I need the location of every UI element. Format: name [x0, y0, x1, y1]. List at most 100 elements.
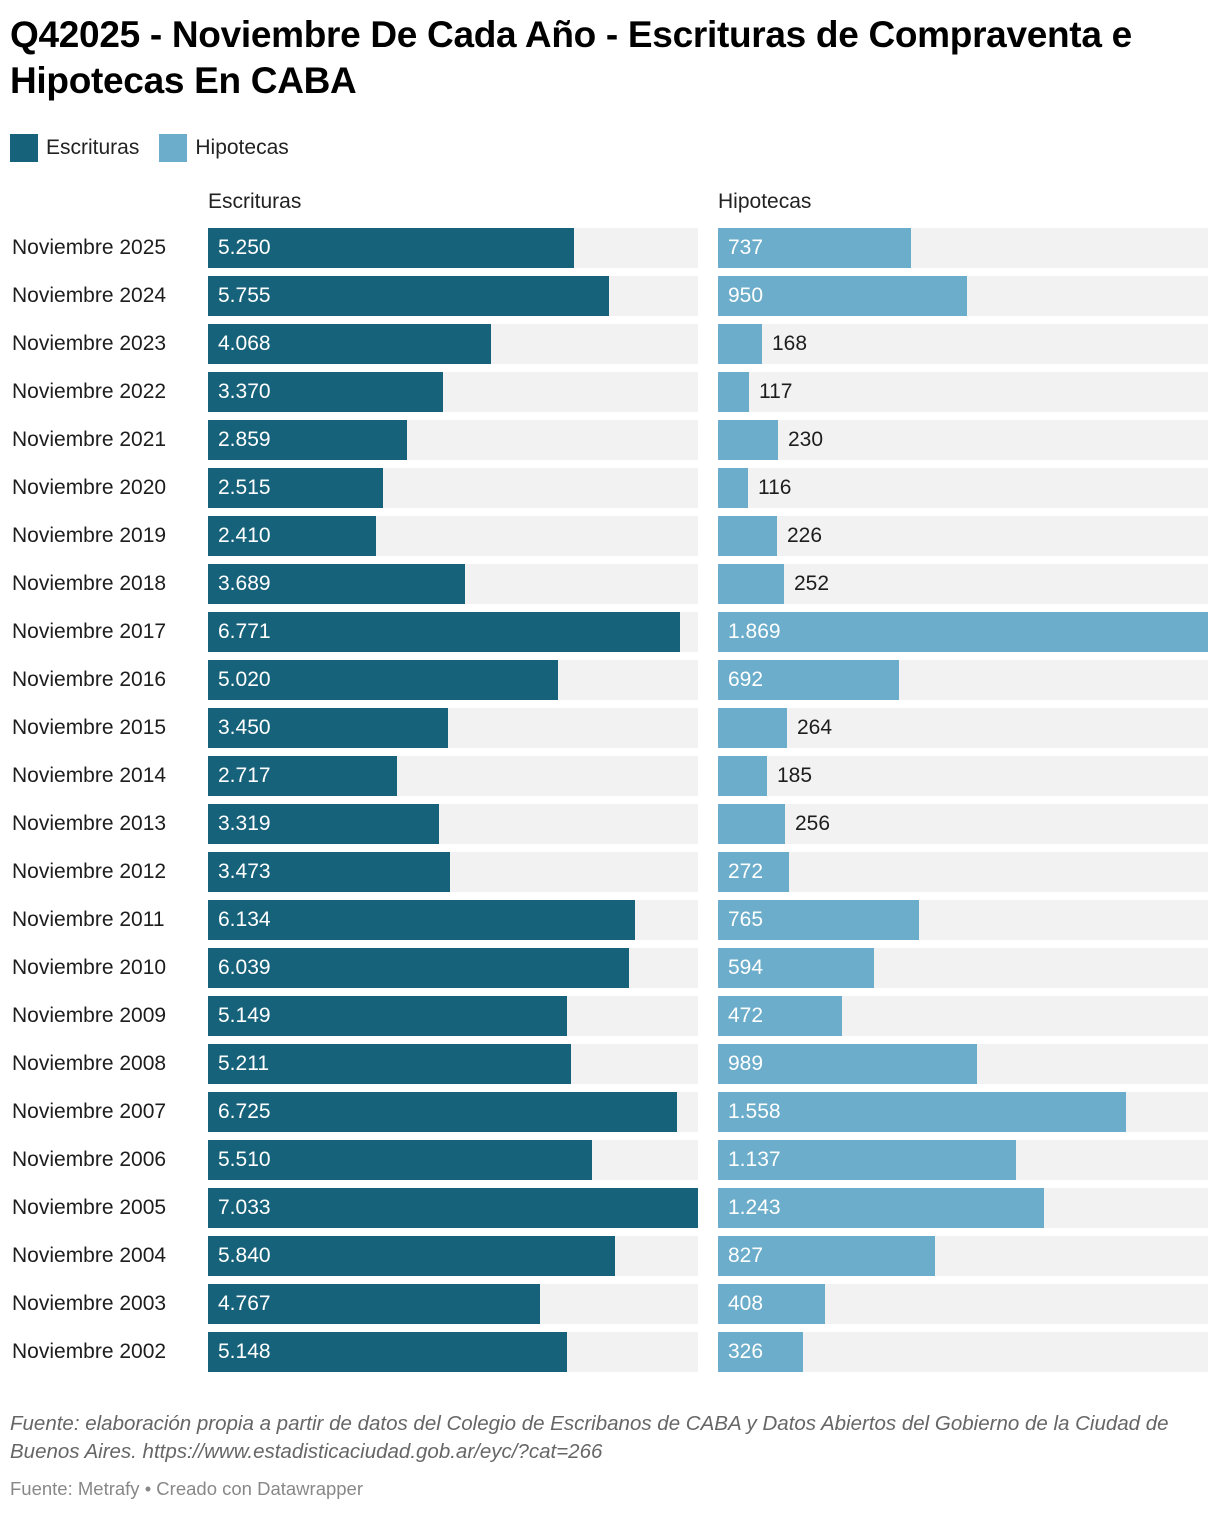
category-label: Noviembre 2019	[12, 524, 167, 547]
category-label: Noviembre 2002	[12, 1340, 167, 1363]
legend: Escrituras Hipotecas	[10, 134, 309, 162]
bar-track-hipotecas: 116	[718, 468, 1208, 508]
bar-escrituras	[208, 756, 397, 796]
bar-track-escrituras: 7.033	[208, 1188, 698, 1228]
data-label-hipotecas: 230	[788, 428, 824, 451]
bar-hipotecas	[718, 612, 1208, 652]
bar-track-hipotecas: 230	[718, 420, 1208, 460]
bar-track-hipotecas: 737	[718, 228, 1208, 268]
bar-escrituras	[208, 1140, 592, 1180]
bar-hipotecas	[718, 516, 777, 556]
bar-hipotecas	[718, 228, 911, 268]
bar-escrituras	[208, 996, 567, 1036]
data-label-hipotecas: 827	[728, 1244, 764, 1267]
data-label-hipotecas: 326	[728, 1340, 764, 1363]
data-label-hipotecas: 272	[728, 860, 764, 883]
bar-escrituras	[208, 804, 439, 844]
data-label-hipotecas: 737	[728, 236, 764, 259]
bar-escrituras	[208, 1284, 540, 1324]
bar-hipotecas	[718, 756, 767, 796]
legend-label-escrituras: Escrituras	[46, 136, 140, 159]
data-label-hipotecas: 117	[759, 380, 793, 403]
data-label-hipotecas: 950	[728, 284, 764, 307]
bar-track-hipotecas: 252	[718, 564, 1208, 604]
bar-track-escrituras: 5.250	[208, 228, 698, 268]
bar-hipotecas	[718, 1044, 977, 1084]
bar-escrituras	[208, 516, 376, 556]
category-label: Noviembre 2016	[12, 668, 167, 691]
bar-track-escrituras: 4.767	[208, 1284, 698, 1324]
category-label: Noviembre 2005	[12, 1196, 167, 1219]
category-label: Noviembre 2021	[12, 428, 167, 451]
bar-escrituras	[208, 852, 450, 892]
bar-hipotecas	[718, 420, 778, 460]
bar-track-hipotecas: 168	[718, 324, 1208, 364]
data-label-escrituras: 2.410	[218, 524, 271, 547]
data-label-hipotecas: 1.243	[728, 1196, 781, 1219]
bar-track-escrituras: 2.410	[208, 516, 698, 556]
bar-track-escrituras: 5.840	[208, 1236, 698, 1276]
category-label: Noviembre 2015	[12, 716, 167, 739]
category-label: Noviembre 2003	[12, 1292, 167, 1315]
bar-hipotecas	[718, 1332, 803, 1372]
bar-track-hipotecas: 1.243	[718, 1188, 1208, 1228]
bar-escrituras	[208, 324, 491, 364]
category-label: Noviembre 2014	[12, 764, 167, 787]
data-label-hipotecas: 472	[728, 1004, 764, 1027]
data-label-hipotecas: 256	[795, 812, 831, 835]
data-label-escrituras: 2.859	[218, 428, 271, 451]
bar-escrituras	[208, 708, 448, 748]
data-label-hipotecas: 594	[728, 956, 764, 979]
bar-hipotecas	[718, 468, 748, 508]
bar-track-hipotecas: 827	[718, 1236, 1208, 1276]
bar-escrituras	[208, 660, 558, 700]
source-notes: Fuente: elaboración propia a partir de d…	[10, 1412, 1169, 1463]
category-label: Noviembre 2008	[12, 1052, 167, 1075]
data-label-escrituras: 3.450	[218, 716, 271, 739]
legend-item-hipotecas: Hipotecas	[159, 134, 289, 162]
bar-escrituras	[208, 1092, 677, 1132]
category-label: Noviembre 2011	[12, 908, 165, 931]
bar-track-escrituras: 3.319	[208, 804, 698, 844]
data-label-escrituras: 4.068	[218, 332, 271, 355]
data-label-escrituras: 5.755	[218, 284, 271, 307]
bar-track-escrituras: 3.450	[208, 708, 698, 748]
bar-hipotecas	[718, 324, 762, 364]
category-label: Noviembre 2018	[12, 572, 167, 595]
category-label: Noviembre 2012	[12, 860, 167, 883]
data-label-hipotecas: 226	[787, 524, 823, 547]
category-label: Noviembre 2010	[12, 956, 167, 979]
bar-track-escrituras: 6.039	[208, 948, 698, 988]
bar-track-hipotecas: 594	[718, 948, 1208, 988]
category-label: Noviembre 2025	[12, 236, 167, 259]
category-label: Noviembre 2013	[12, 812, 167, 835]
data-label-escrituras: 6.771	[218, 620, 271, 643]
bar-escrituras	[208, 420, 407, 460]
data-label-escrituras: 6.134	[218, 908, 271, 931]
data-label-escrituras: 7.033	[218, 1196, 271, 1219]
bar-track-hipotecas: 1.869	[718, 612, 1208, 652]
data-label-hipotecas: 168	[772, 332, 808, 355]
legend-label-hipotecas: Hipotecas	[195, 136, 289, 159]
panel-header-escrituras: Escrituras	[208, 190, 302, 213]
category-label: Noviembre 2006	[12, 1148, 167, 1171]
bar-hipotecas	[718, 996, 842, 1036]
bar-track-hipotecas: 326	[718, 1332, 1208, 1372]
chart-title: Q42025 - Noviembre De Cada Año - Escritu…	[10, 14, 1132, 101]
bar-track-hipotecas: 692	[718, 660, 1208, 700]
data-label-hipotecas: 989	[728, 1052, 764, 1075]
data-label-hipotecas: 264	[797, 716, 833, 739]
bar-track-hipotecas: 950	[718, 276, 1208, 316]
bar-escrituras	[208, 228, 574, 268]
bar-hipotecas	[718, 372, 749, 412]
data-label-hipotecas: 1.558	[728, 1100, 781, 1123]
bar-escrituras	[208, 1188, 698, 1228]
bar-hipotecas	[718, 900, 919, 940]
byline: Fuente: Metrafy • Creado con Datawrapper	[10, 1478, 364, 1499]
category-label: Noviembre 2020	[12, 476, 167, 499]
bar-track-escrituras: 2.515	[208, 468, 698, 508]
category-label: Noviembre 2004	[12, 1244, 167, 1267]
bar-track-escrituras: 3.689	[208, 564, 698, 604]
category-label: Noviembre 2024	[12, 284, 167, 307]
data-label-escrituras: 2.717	[218, 764, 271, 787]
